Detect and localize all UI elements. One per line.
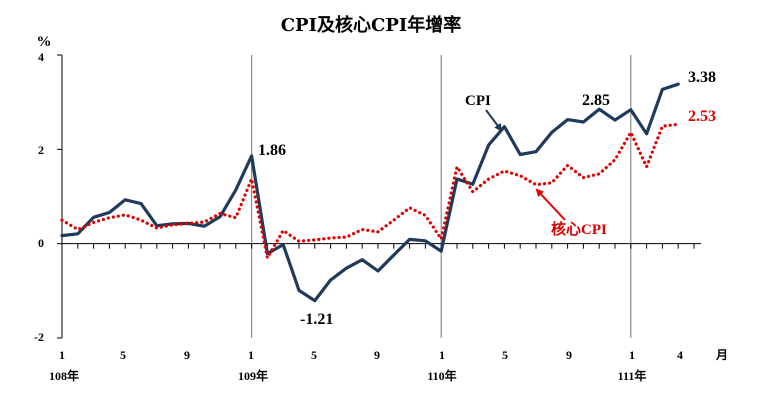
series-line-cpi — [60, 82, 680, 303]
annotation-cpi-low: -1.21 — [300, 311, 333, 328]
x-tick-label: 1 — [439, 348, 445, 362]
y-tick-label: 4 — [38, 50, 44, 64]
y-unit-label: % — [37, 34, 52, 50]
year-label: 111年 — [618, 368, 647, 383]
annotation-cpi-high: 2.85 — [582, 92, 610, 109]
data-annotations: 1.86 -1.21 2.85 3.38 2.53 — [258, 69, 716, 328]
series-line-core-cpi — [60, 122, 680, 260]
x-tick-label: 1 — [248, 348, 254, 362]
x-tick-labels: 1 5 9 1 5 9 1 5 9 1 4 月 — [59, 348, 728, 362]
x-tick-label: 9 — [184, 348, 190, 362]
y-tick-label: 0 — [38, 236, 44, 250]
y-tick-label: 2 — [38, 143, 44, 157]
year-label: 110年 — [427, 368, 456, 383]
legend-arrow-cpi — [485, 109, 503, 132]
legend-label-cpi: CPI — [465, 93, 491, 109]
x-unit-label: 月 — [715, 348, 728, 362]
year-labels: 108年 109年 110年 111年 — [49, 368, 646, 383]
y-tick-label: -2 — [34, 330, 44, 344]
x-tick-label: 5 — [120, 348, 126, 362]
chart-title: CPI及核心CPI年增率 — [281, 14, 462, 36]
x-tick-label: 1 — [629, 348, 635, 362]
x-tick-label: 5 — [311, 348, 317, 362]
year-label: 108年 — [49, 368, 79, 383]
series-lines — [60, 82, 680, 303]
annotation-core-latest: 2.53 — [688, 108, 716, 125]
x-tick-label: 5 — [502, 348, 508, 362]
annotation-cpi-latest: 3.38 — [688, 69, 716, 86]
y-tick-labels: 4 2 0 -2 — [34, 50, 44, 344]
x-tick-label: 9 — [374, 348, 380, 362]
x-tick-label: 1 — [59, 348, 65, 362]
inline-legend: CPI 核心CPI — [465, 93, 607, 238]
year-dividers — [251, 55, 632, 338]
legend-label-core-cpi: 核心CPI — [551, 220, 607, 238]
annotation-cpi-peak: 1.86 — [258, 142, 286, 159]
x-tick-label: 9 — [566, 348, 572, 362]
legend-arrow-core-cpi — [535, 188, 566, 221]
year-label: 109年 — [238, 368, 268, 383]
x-tick-label: 4 — [677, 348, 683, 362]
